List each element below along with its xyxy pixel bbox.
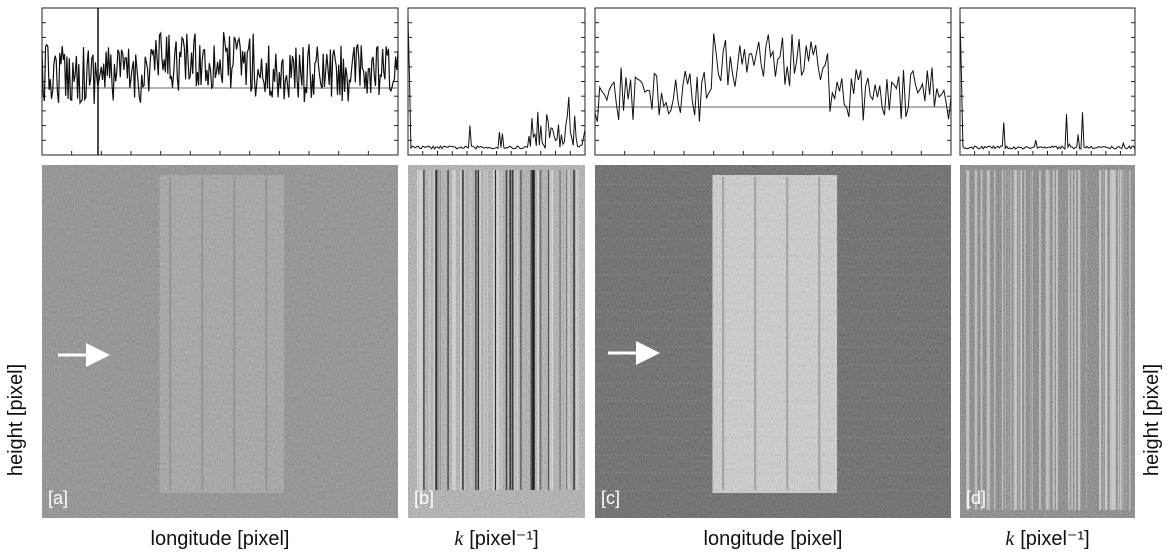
profile-line xyxy=(407,17,586,150)
x-axis-unit: [pixel⁻¹] xyxy=(469,528,538,550)
x-axis-label: longitude [pixel] xyxy=(151,528,290,550)
profile-line xyxy=(959,17,1136,150)
panel-label: [b] xyxy=(414,488,434,508)
plot-frame xyxy=(407,7,586,156)
x-axis-label: k [pixel⁻¹] xyxy=(1005,528,1089,550)
y-axis-label: height [pixel] xyxy=(5,364,27,476)
x-axis-label: longitude [pixel] xyxy=(704,528,843,550)
profile-line xyxy=(41,31,399,105)
image-noise xyxy=(595,165,951,518)
profile-line xyxy=(594,33,952,122)
x-axis-symbol: k xyxy=(454,528,464,550)
y-axis-label: height [pixel] xyxy=(1141,364,1163,476)
panel-label: [c] xyxy=(601,488,620,508)
x-axis-symbol: k xyxy=(1005,528,1015,550)
plot-frame xyxy=(959,7,1136,156)
panel-label: [d] xyxy=(966,488,986,508)
x-axis-unit: [pixel⁻¹] xyxy=(1020,528,1089,550)
x-axis-label: k [pixel⁻¹] xyxy=(454,528,538,550)
plot-frame xyxy=(41,7,399,156)
panel-label: [a] xyxy=(48,488,68,508)
image-noise xyxy=(42,165,398,518)
